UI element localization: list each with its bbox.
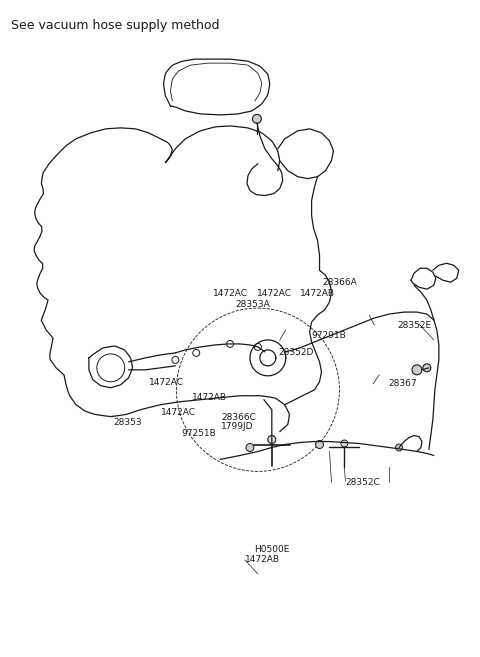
Circle shape [268,436,276,443]
Text: 28353: 28353 [114,418,142,426]
Text: 1472AC: 1472AC [257,288,292,298]
Text: 28367: 28367 [388,379,417,388]
Text: 28352C: 28352C [345,478,380,487]
Text: 28366A: 28366A [323,278,357,287]
Text: 28353A: 28353A [235,300,270,309]
Circle shape [315,441,324,449]
Text: 28366C: 28366C [221,413,256,422]
Circle shape [341,440,348,447]
Text: 1472AC: 1472AC [161,408,196,417]
Text: 1472AC: 1472AC [149,378,184,387]
Circle shape [193,350,200,356]
Circle shape [172,356,179,363]
Circle shape [227,340,234,348]
Text: 1472AB: 1472AB [300,288,335,298]
Circle shape [412,365,422,374]
Circle shape [396,444,403,451]
Circle shape [254,344,262,350]
Text: 1799JD: 1799JD [221,422,253,431]
Text: 28352D: 28352D [278,348,313,357]
Circle shape [246,443,254,451]
Text: 28352E: 28352E [397,321,432,330]
Text: See vacuum hose supply method: See vacuum hose supply method [12,19,220,32]
Text: 1472AC: 1472AC [213,288,248,298]
Circle shape [423,364,431,372]
Text: 1472AB: 1472AB [192,394,227,402]
Text: 97291B: 97291B [312,330,347,340]
Text: 97251B: 97251B [182,428,216,438]
Text: 1472AB: 1472AB [245,555,280,564]
Circle shape [252,114,262,124]
Text: H0500E: H0500E [254,545,290,554]
